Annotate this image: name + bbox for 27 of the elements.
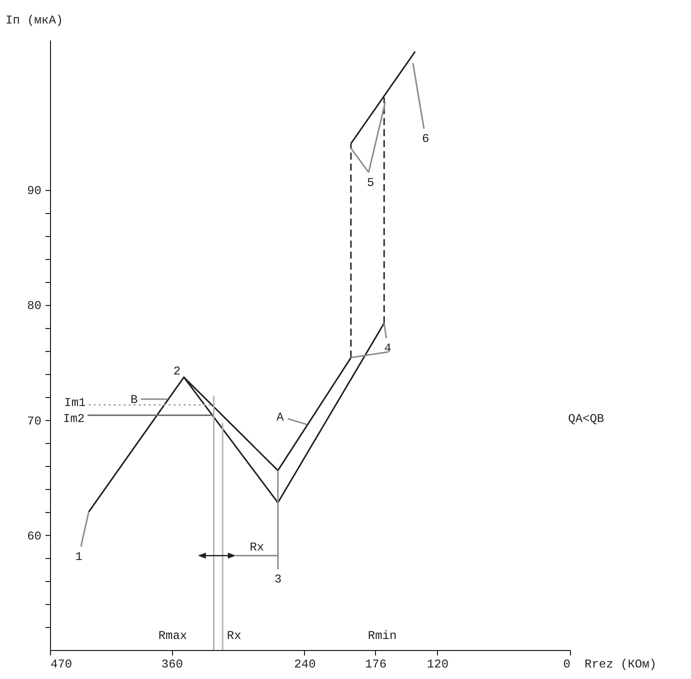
annotation: B — [130, 393, 138, 408]
annotation: 4 — [384, 341, 392, 356]
annotation: Rmax — [158, 628, 188, 643]
x-tick-label: 240 — [294, 658, 316, 672]
x-tick-label: 120 — [426, 658, 449, 672]
annotation: 1 — [75, 550, 82, 564]
annotation: Im2 — [63, 412, 85, 426]
annotation: 3 — [274, 572, 282, 586]
annotation: Rx — [226, 628, 242, 643]
annotation: QA<QB — [568, 412, 604, 426]
annotation: Im1 — [64, 396, 86, 410]
x-tick-label: 0 — [563, 658, 570, 672]
x-tick-label: 360 — [161, 658, 184, 672]
y-tick-label: 60 — [27, 529, 42, 544]
y-tick-label: 90 — [27, 184, 42, 198]
x-tick-label: 176 — [364, 658, 387, 672]
y-axis-title: Iп (мкА) — [6, 14, 64, 28]
x-tick-label: 470 — [50, 658, 72, 672]
y-tick-label: 70 — [27, 414, 42, 428]
y-tick-label: 80 — [27, 299, 42, 314]
annotation: A — [276, 410, 284, 424]
annotation: 2 — [173, 364, 181, 378]
annotation: Rx — [250, 540, 264, 555]
annotation: Rmin — [368, 628, 397, 643]
x-axis-title: Rrez (КОм) — [584, 658, 657, 672]
annotation: 6 — [422, 132, 430, 146]
annotation: 5 — [366, 176, 374, 190]
